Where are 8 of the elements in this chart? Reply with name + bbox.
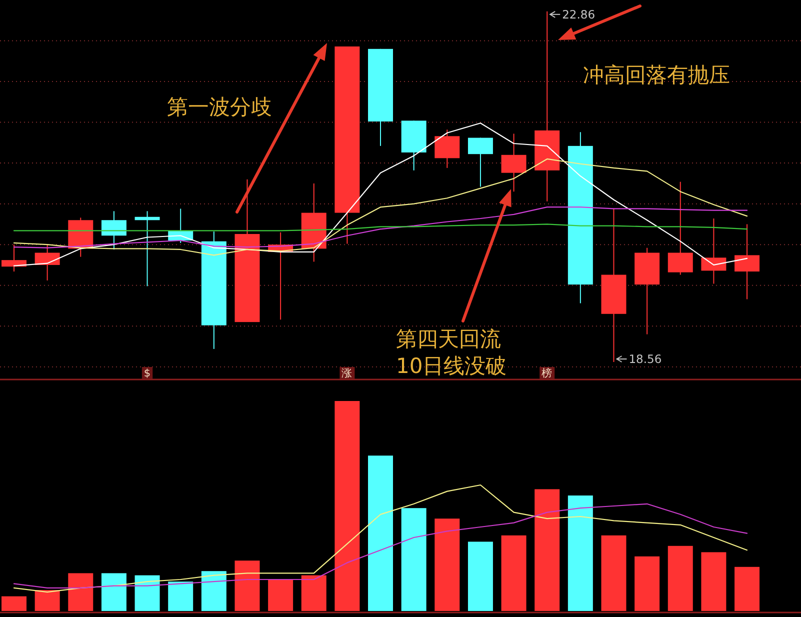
annotation: 冲高回落有抛压 [583, 63, 730, 87]
annotation: 22.86 [562, 8, 596, 22]
annotation: 第一波分歧 [167, 95, 272, 119]
category-label: 榜 [540, 367, 555, 380]
category-label: $ [142, 367, 153, 380]
annotation: 第四天回流 10日线没破 [396, 327, 507, 378]
category-label: 涨 [340, 367, 355, 380]
annotation: 18.56 [628, 352, 662, 366]
